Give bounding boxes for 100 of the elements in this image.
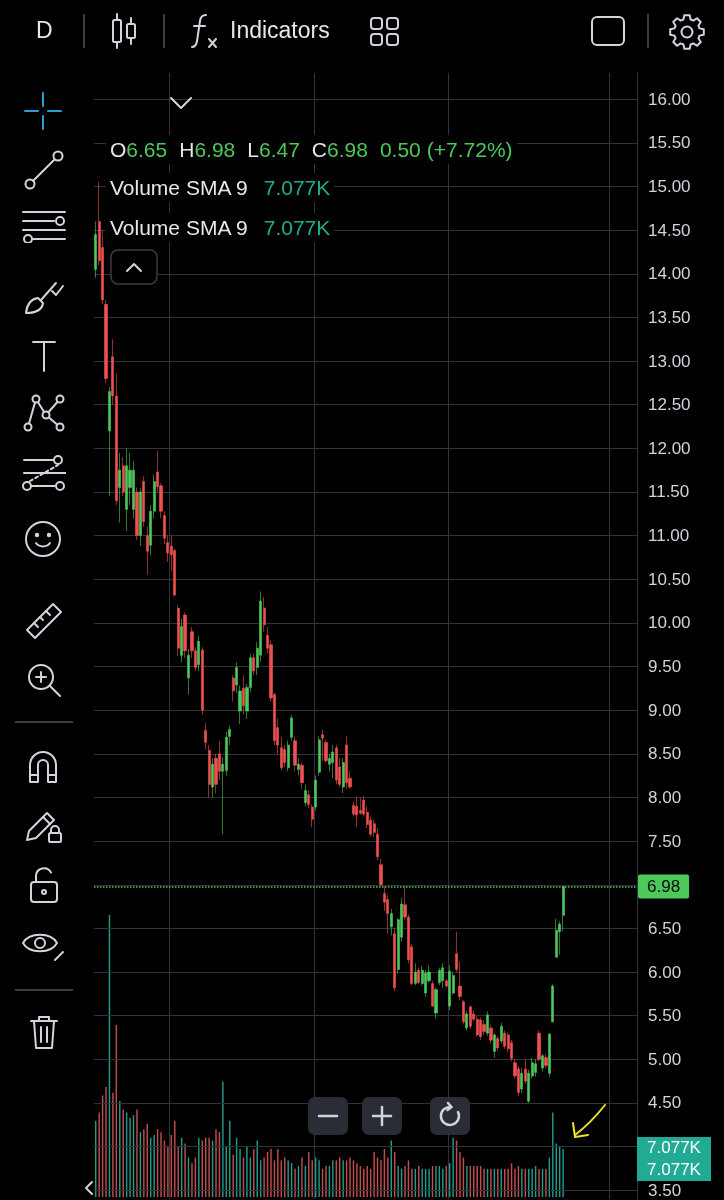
candlestick (465, 1011, 468, 1031)
candlestick (263, 596, 266, 632)
candlestick (321, 729, 324, 762)
candlestick (139, 487, 142, 547)
annotation: Volume SMA 9 7.077K (110, 216, 331, 239)
candlestick (342, 757, 345, 794)
annotation: Volume SMA 9 7.077K (110, 176, 331, 199)
candlestick (548, 1032, 551, 1078)
y-tick-label: 8.00 (648, 787, 682, 807)
y-tick-label: 4.50 (648, 1093, 682, 1113)
candlestick (345, 736, 348, 790)
candlestick (500, 1022, 503, 1044)
y-tick-label: 13.50 (648, 307, 691, 327)
text: D (36, 17, 53, 43)
candlestick (445, 978, 448, 989)
text: 7.077K (637, 1137, 711, 1159)
candlestick (183, 612, 187, 659)
candlestick (118, 452, 121, 523)
candlestick (142, 475, 145, 528)
candlestick (541, 1053, 544, 1072)
candlestick (537, 1030, 541, 1062)
candlestick (441, 963, 444, 989)
y-tick-label: 6.50 (648, 918, 682, 938)
candlestick (390, 908, 393, 936)
candlestick (208, 744, 211, 798)
candlestick (287, 740, 290, 772)
candlestick (108, 386, 111, 497)
candlestick (135, 487, 139, 541)
candlestick (431, 980, 434, 1008)
y-tick-label: 8.50 (648, 744, 682, 764)
candlestick (355, 797, 358, 828)
candlestick (94, 221, 97, 279)
candlestick (534, 1059, 537, 1078)
candlestick (211, 757, 214, 798)
candlestick (300, 762, 304, 790)
candlestick (201, 647, 204, 715)
candlestick (448, 964, 451, 1011)
candlestick (232, 674, 235, 702)
candlestick (414, 963, 417, 986)
y-tick-label: 13.00 (648, 351, 691, 371)
candlestick (331, 744, 334, 779)
y-tick-label: 14.00 (648, 264, 691, 284)
candlestick (187, 648, 190, 695)
candlestick (125, 448, 128, 532)
y-tick-label: 11.50 (648, 482, 690, 502)
y-tick-label: 15.00 (648, 176, 691, 196)
y-tick-label: 6.00 (648, 962, 682, 982)
candlestick (146, 526, 149, 576)
y-tick-label: 15.50 (648, 133, 691, 153)
y-tick-label: 14.50 (648, 220, 691, 240)
y-tick-label: 11.00 (648, 526, 690, 546)
candlestick (314, 775, 317, 811)
candlestick (242, 674, 245, 715)
candlestick (293, 736, 297, 772)
text: 7.077K (637, 1159, 711, 1181)
candlestick (489, 1024, 493, 1044)
candlestick (434, 987, 438, 1019)
candlestick (486, 1011, 489, 1037)
candlestick (318, 736, 321, 776)
candlestick (503, 1030, 506, 1050)
y-tick-label: 16.00 (648, 89, 691, 109)
candlestick (544, 1053, 548, 1069)
candlestick (280, 736, 283, 771)
candlestick (417, 967, 420, 985)
y-tick-label: 5.00 (648, 1049, 682, 1069)
y-tick-label: 9.00 (648, 700, 682, 720)
candlestick (122, 456, 125, 497)
y-tick-label: 5.50 (648, 1006, 682, 1026)
candlestick (520, 1067, 523, 1093)
y-tick-label: 10.50 (648, 569, 691, 589)
y-tick-label: 10.00 (648, 613, 691, 633)
candlestick (297, 757, 300, 776)
candlestick (304, 784, 307, 807)
ref-line-label: 6.98 (647, 877, 681, 897)
candlestick (252, 653, 255, 676)
y-tick-label: 9.50 (648, 657, 682, 677)
candlestick (335, 744, 338, 785)
candlestick (493, 1032, 496, 1058)
y-tick-label: 12.00 (648, 438, 691, 458)
candlestick (479, 1017, 482, 1041)
candlestick (290, 714, 293, 742)
text: O6.65 H6.98 L6.47 C6.98 0.50 (+7.72%) (110, 138, 513, 161)
candlestick (551, 983, 554, 1023)
candlestick (197, 635, 200, 672)
y-tick-label: 7.50 (648, 831, 682, 851)
candlestick (180, 618, 183, 663)
candlestick (177, 605, 180, 657)
candlestick (482, 1019, 486, 1036)
candlestick (496, 1035, 499, 1051)
candlestick (462, 999, 465, 1025)
text: Indicators (230, 17, 330, 43)
candlestick (379, 858, 383, 887)
y-tick-label: 3.50 (648, 1180, 682, 1200)
candlestick (204, 722, 207, 750)
candlestick (555, 918, 558, 958)
candlestick (438, 967, 441, 986)
y-tick-label: 12.50 (648, 395, 691, 415)
candlestick (469, 1004, 472, 1030)
candlestick (524, 1059, 527, 1085)
candlestick (393, 928, 396, 992)
